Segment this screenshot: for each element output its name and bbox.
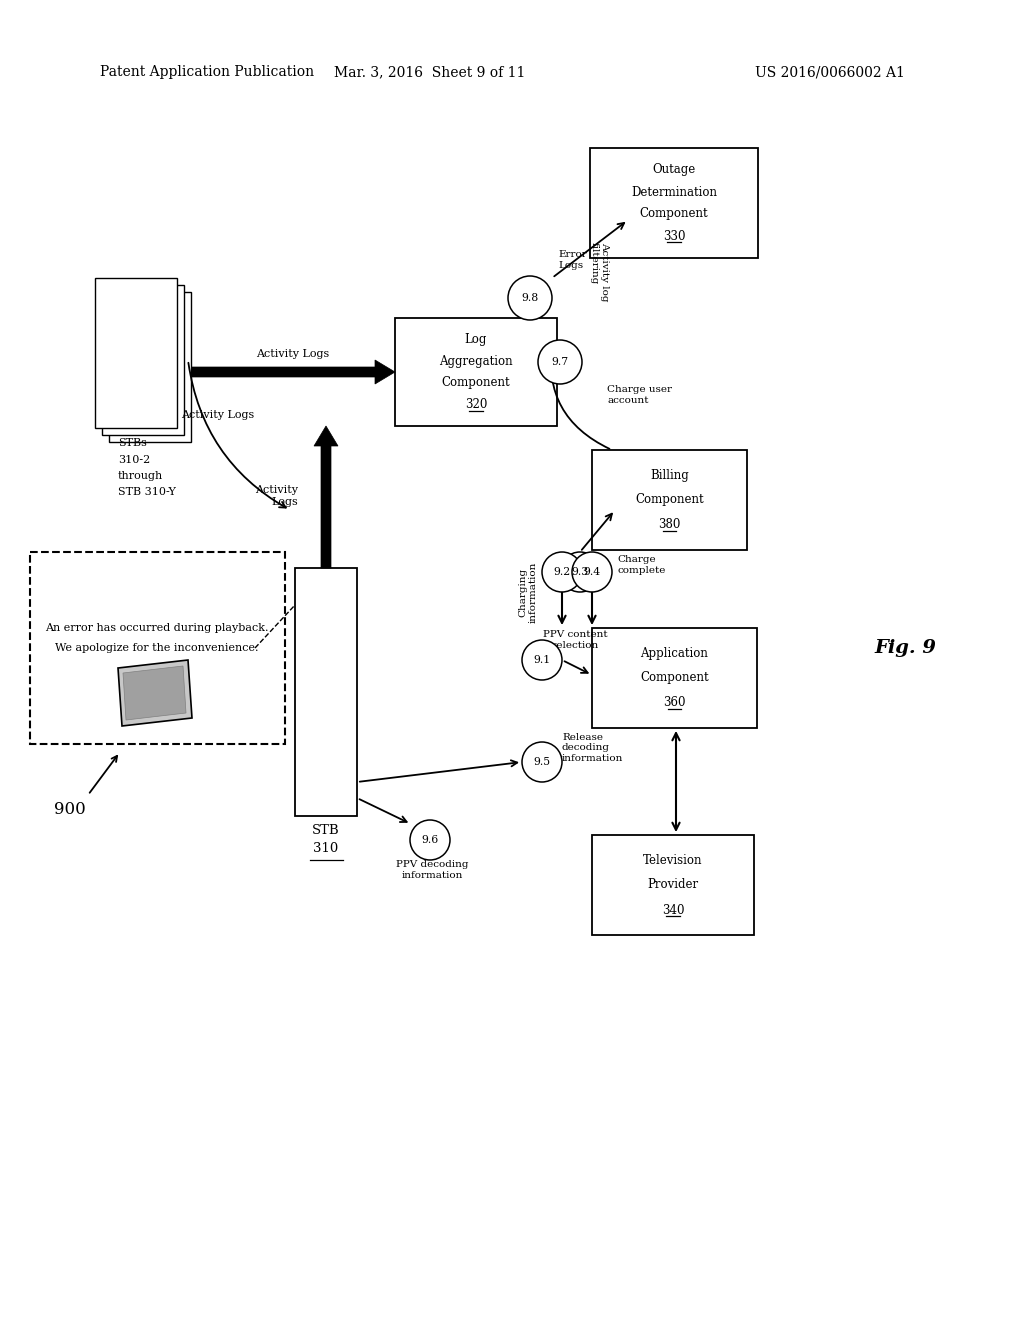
Bar (592, 836, 754, 935)
Bar (95, 279, 177, 428)
Bar (295, 568, 357, 816)
Bar (102, 285, 184, 436)
Text: through: through (118, 471, 163, 480)
Text: Activity Logs: Activity Logs (181, 411, 255, 420)
Text: Component: Component (640, 207, 709, 220)
Circle shape (522, 640, 562, 680)
Text: 9.3: 9.3 (571, 568, 589, 577)
Text: 9.5: 9.5 (534, 756, 551, 767)
Text: Component: Component (635, 494, 703, 507)
Circle shape (542, 552, 582, 591)
Text: Outage: Outage (652, 164, 695, 177)
Text: Fig. 9: Fig. 9 (874, 639, 936, 657)
Text: Television: Television (643, 854, 702, 866)
Text: 310: 310 (313, 842, 339, 854)
Text: Charge
complete: Charge complete (617, 556, 666, 574)
Text: Log: Log (465, 333, 487, 346)
Text: 9.7: 9.7 (552, 356, 568, 367)
Bar (30, 552, 285, 744)
Text: STBs: STBs (118, 438, 146, 447)
Text: Billing: Billing (650, 469, 689, 482)
Text: An error has occurred during playback.: An error has occurred during playback. (45, 623, 268, 634)
Text: Charge user
account: Charge user account (607, 385, 672, 405)
Circle shape (538, 341, 582, 384)
Text: 9.8: 9.8 (521, 293, 539, 304)
Text: Charging
information: Charging information (518, 561, 538, 623)
Text: 330: 330 (663, 230, 685, 243)
Text: Aggregation: Aggregation (439, 355, 513, 368)
Text: Activity log
filtering: Activity log filtering (590, 243, 609, 302)
Text: 310-2: 310-2 (118, 455, 151, 465)
Text: Mar. 3, 2016  Sheet 9 of 11: Mar. 3, 2016 Sheet 9 of 11 (334, 65, 525, 79)
Text: US 2016/0066002 A1: US 2016/0066002 A1 (755, 65, 905, 79)
Bar (592, 628, 757, 729)
Text: Component: Component (441, 376, 510, 389)
Circle shape (560, 552, 600, 591)
Circle shape (410, 820, 450, 861)
Bar (109, 292, 191, 442)
Bar (592, 450, 746, 550)
Circle shape (572, 552, 612, 591)
Text: 900: 900 (54, 801, 86, 818)
Text: STB: STB (312, 824, 340, 837)
Text: 9.1: 9.1 (534, 655, 551, 665)
Polygon shape (193, 360, 395, 384)
Text: 380: 380 (658, 519, 681, 532)
Bar (590, 148, 758, 257)
Polygon shape (123, 667, 186, 719)
Text: Activity
Logs: Activity Logs (255, 486, 298, 507)
Circle shape (508, 276, 552, 319)
Text: 9.6: 9.6 (421, 836, 438, 845)
Polygon shape (118, 660, 193, 726)
Text: 9.4: 9.4 (584, 568, 600, 577)
Circle shape (522, 742, 562, 781)
Bar (395, 318, 557, 426)
Text: Error
Logs: Error Logs (558, 251, 587, 269)
Text: 320: 320 (465, 397, 487, 411)
Text: Activity Logs: Activity Logs (256, 348, 330, 359)
Text: Provider: Provider (647, 879, 698, 891)
Text: 360: 360 (664, 697, 686, 710)
Text: Determination: Determination (631, 186, 717, 198)
Polygon shape (314, 426, 338, 568)
Text: 340: 340 (662, 903, 684, 916)
Text: PPV content
selection: PPV content selection (543, 630, 607, 649)
Text: Component: Component (640, 672, 709, 685)
Text: Release
decoding
information: Release decoding information (562, 733, 624, 763)
Text: PPV decoding
information: PPV decoding information (395, 861, 468, 879)
Text: STB 310-Y: STB 310-Y (118, 487, 176, 498)
Text: We apologize for the inconvenience.: We apologize for the inconvenience. (55, 643, 259, 653)
Text: Application: Application (641, 647, 709, 660)
Text: 9.2: 9.2 (553, 568, 570, 577)
Text: Patent Application Publication: Patent Application Publication (100, 65, 314, 79)
